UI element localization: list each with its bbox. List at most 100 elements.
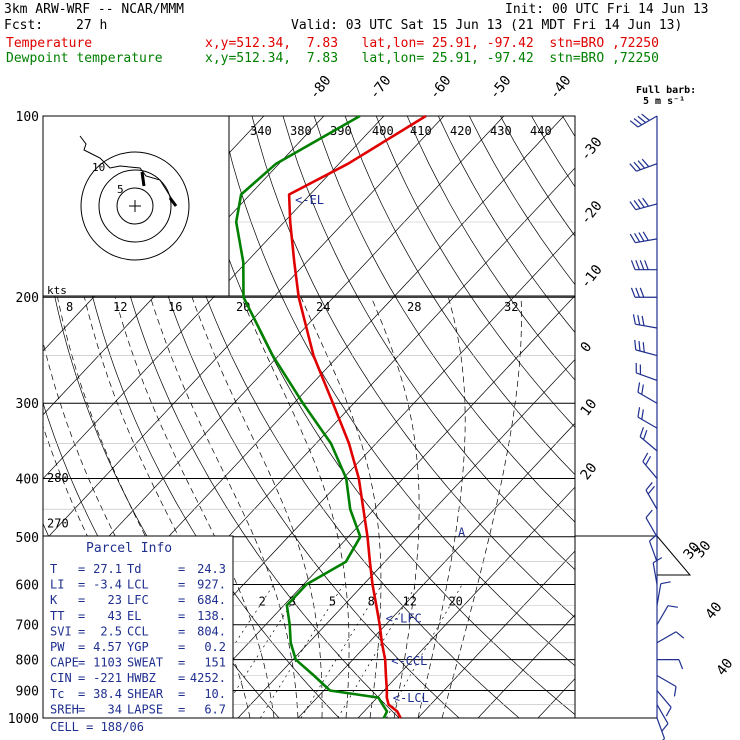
wind-barb-flag: [639, 260, 645, 270]
wind-barb-flag: [667, 605, 678, 608]
parcel-value: 684.: [197, 593, 226, 607]
parcel-value: 927.: [197, 578, 226, 592]
wind-barb-flag: [630, 260, 636, 270]
parcel-value: -221: [93, 671, 122, 685]
isotherm-label: 0: [578, 339, 596, 355]
pressure-label: 1000: [8, 712, 39, 727]
isotherm-label: 40: [714, 656, 737, 679]
isotherm-label: -40: [546, 73, 574, 103]
isotherm-label: -70: [366, 73, 394, 103]
parcel-eq: =: [78, 624, 85, 638]
parcel-eq: =: [78, 609, 85, 623]
wind-barb-flag: [637, 198, 645, 208]
mixing-ratio-label: 12: [403, 594, 417, 608]
wind-barb-flag: [660, 581, 671, 585]
wind-barb-flag: [633, 161, 641, 171]
parcel-key: SHEAR: [127, 687, 164, 701]
parcel-value: 804.: [197, 624, 226, 638]
wind-barb-flag: [637, 407, 641, 418]
speed-scale-label: 24: [316, 300, 330, 314]
isotherm-label: -10: [578, 262, 606, 292]
wind-barb-flag: [644, 260, 649, 270]
isotherm-line: [237, 358, 575, 718]
parcel-eq: =: [78, 593, 85, 607]
isotherm-line: [357, 486, 575, 718]
moist-adiabat-line: [300, 297, 382, 718]
wind-barb-flag: [642, 342, 645, 353]
wind-barb: [636, 372, 658, 382]
parcel-key: SREH: [50, 702, 79, 716]
parcel-eq: =: [78, 687, 85, 701]
wind-barb-flag: [641, 113, 650, 121]
parcel-value: 1103: [93, 656, 122, 670]
hodograph-ring-label: 5: [117, 183, 124, 196]
isotherm-line: [417, 550, 575, 718]
hodograph-ring: [98, 169, 172, 243]
parcel-value: -3.4: [93, 578, 122, 592]
wind-barb: [642, 461, 658, 479]
parcel-key: TT: [50, 609, 64, 623]
wind-barb-flag: [630, 287, 636, 298]
speed-scale-label: 32: [504, 300, 518, 314]
wind-scale-label: Full barb:: [636, 85, 696, 96]
parcel-value: 138.: [197, 609, 226, 623]
mixing-ratio-label: 2: [259, 594, 266, 608]
isotherm-line: [43, 116, 445, 543]
parcel-eq: =: [78, 562, 85, 576]
wind-barb-flag: [641, 315, 645, 326]
mixing-ratio-label: 20: [448, 594, 462, 608]
isotherm-label: -60: [426, 73, 454, 103]
pressure-label: 600: [16, 578, 39, 593]
wind-column-frame: [575, 535, 692, 719]
parcel-value: 10.: [204, 687, 226, 701]
parcel-value: 4252.: [190, 671, 226, 685]
parcel-value: 151: [204, 656, 226, 670]
parcel-value: 4.57: [93, 640, 122, 654]
isotherm-line: [43, 116, 325, 416]
wind-barb-flag: [645, 509, 653, 519]
wind-barb-flag: [634, 339, 637, 350]
wind-barb: [656, 674, 677, 688]
wind-barb-flag: [629, 163, 637, 172]
wind-barb: [645, 489, 658, 510]
parcel-value: 27.1: [93, 562, 122, 576]
wind-barb-flag: [641, 384, 644, 395]
wind-barb-flag: [642, 231, 649, 241]
dry-adiabat-line: [313, 116, 575, 523]
wind-barb: [656, 690, 672, 708]
parcel-key: SWEAT: [127, 656, 163, 670]
parcel-key: K: [50, 593, 58, 607]
isotherm-label: 20: [578, 460, 601, 483]
speed-scale-label: 12: [113, 300, 127, 314]
wind-barb-flag: [633, 118, 643, 126]
pressure-label: 100: [16, 110, 39, 125]
temperature-profile: [287, 114, 427, 719]
wind-barb: [635, 323, 658, 329]
parcel-eq: =: [78, 640, 85, 654]
wind-scale-value: 5 m s⁻¹: [643, 96, 685, 107]
level-marker-label: <-EL: [295, 193, 324, 207]
theta-e-label: 390: [330, 124, 352, 138]
parcel-value: 6.7: [204, 702, 226, 716]
pressure-label: 700: [16, 619, 39, 634]
parcel-eq: =: [78, 656, 85, 670]
moist-adiabat-line: [150, 297, 299, 718]
hodograph-trace-bold: [140, 171, 178, 207]
wind-barb-flag: [635, 260, 640, 270]
wind-barb-flag: [637, 315, 641, 326]
wind-barb-flag: [641, 158, 650, 168]
hodograph-inset: 5 10: [42, 115, 230, 297]
isotherm-line: [43, 116, 505, 607]
forecast-label: Fcst:: [4, 18, 44, 33]
wind-barb: [637, 391, 658, 404]
speed-scale-label: 8: [66, 300, 73, 314]
wind-barb: [656, 605, 669, 626]
parcel-eq: =: [178, 578, 185, 592]
wind-barb-flag: [637, 115, 646, 124]
dewpoint-legend-info: x,y=512.34, 7.83 lat,lon= 25.91, -97.42 …: [205, 51, 659, 66]
wind-barb-flag: [642, 197, 649, 207]
wind-barb-flag: [637, 160, 646, 169]
pressure-label: 300: [16, 397, 39, 412]
wind-axis-label: 40: [703, 599, 726, 622]
mixing-ratio-label: 5: [329, 594, 336, 608]
